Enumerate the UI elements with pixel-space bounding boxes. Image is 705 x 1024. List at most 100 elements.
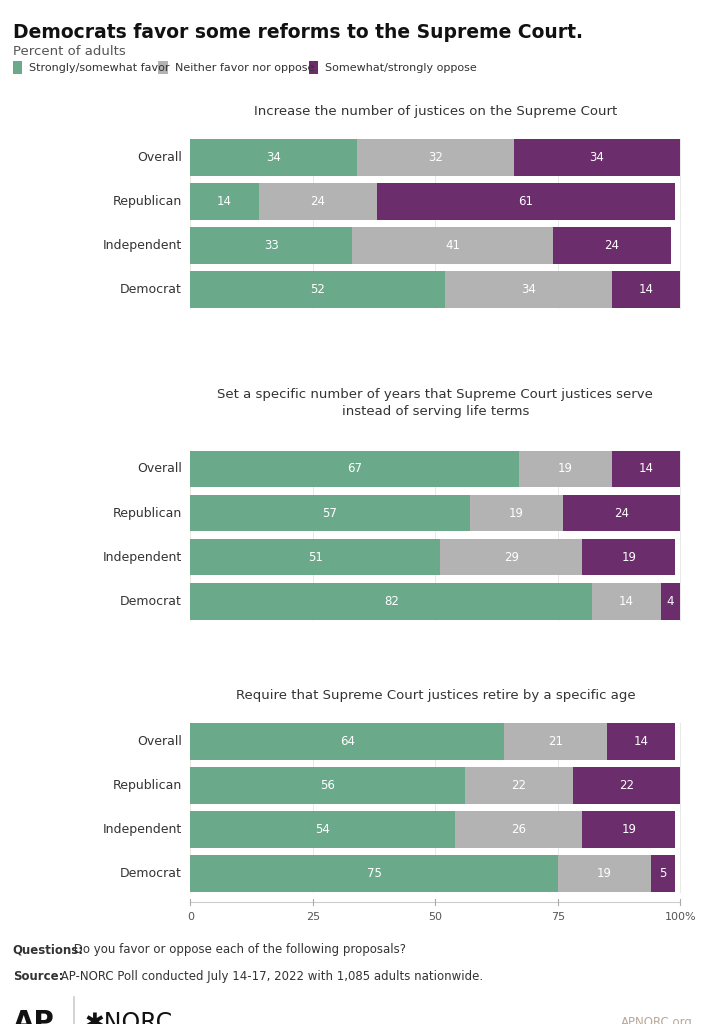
Text: Overall: Overall: [137, 735, 182, 748]
Text: 19: 19: [621, 551, 637, 563]
Bar: [376, 183, 675, 220]
Text: Set a specific number of years that Supreme Court justices serve
instead of serv: Set a specific number of years that Supr…: [217, 388, 654, 419]
Bar: [357, 139, 514, 176]
Text: 75: 75: [367, 867, 381, 880]
Text: Republican: Republican: [113, 779, 182, 792]
Text: Republican: Republican: [113, 507, 182, 519]
Bar: [190, 451, 519, 487]
Text: 0: 0: [187, 912, 194, 923]
Bar: [190, 767, 465, 804]
Text: 75: 75: [551, 912, 565, 923]
Bar: [651, 855, 675, 892]
Bar: [572, 767, 680, 804]
Text: 19: 19: [558, 463, 572, 475]
Text: 24: 24: [604, 240, 619, 252]
Text: 26: 26: [511, 823, 526, 836]
Text: 54: 54: [315, 823, 330, 836]
Bar: [352, 227, 553, 264]
Text: Increase the number of justices on the Supreme Court: Increase the number of justices on the S…: [254, 105, 617, 118]
Text: 21: 21: [548, 735, 563, 748]
Text: AP: AP: [13, 1009, 54, 1024]
Text: 14: 14: [639, 284, 654, 296]
Text: Independent: Independent: [103, 823, 182, 836]
Text: 22: 22: [511, 779, 526, 792]
Bar: [465, 767, 572, 804]
Text: 67: 67: [347, 463, 362, 475]
Bar: [661, 583, 680, 620]
Text: 34: 34: [589, 152, 604, 164]
Text: Questions:: Questions:: [13, 943, 84, 956]
Text: 29: 29: [504, 551, 519, 563]
Text: 19: 19: [509, 507, 524, 519]
Text: 64: 64: [340, 735, 355, 748]
Text: 14: 14: [639, 463, 654, 475]
Bar: [612, 451, 680, 487]
Text: 34: 34: [266, 152, 281, 164]
Text: 57: 57: [323, 507, 338, 519]
Bar: [514, 139, 680, 176]
Bar: [190, 811, 455, 848]
Text: 51: 51: [308, 551, 323, 563]
Bar: [259, 183, 376, 220]
Bar: [159, 60, 168, 74]
Bar: [190, 495, 470, 531]
Bar: [470, 495, 563, 531]
Text: 52: 52: [310, 284, 325, 296]
Text: 14: 14: [217, 196, 232, 208]
Bar: [612, 271, 680, 308]
Text: 14: 14: [619, 595, 634, 607]
Text: 22: 22: [619, 779, 634, 792]
Bar: [582, 811, 675, 848]
Text: 5: 5: [659, 867, 667, 880]
Bar: [563, 495, 680, 531]
Bar: [519, 451, 612, 487]
Text: ✱NORC: ✱NORC: [85, 1011, 173, 1024]
Text: 50: 50: [429, 912, 442, 923]
Text: Democrats favor some reforms to the Supreme Court.: Democrats favor some reforms to the Supr…: [13, 23, 583, 42]
Text: 32: 32: [428, 152, 443, 164]
Bar: [309, 60, 318, 74]
Bar: [13, 60, 22, 74]
Bar: [190, 183, 259, 220]
Text: Independent: Independent: [103, 240, 182, 252]
Bar: [558, 855, 651, 892]
Text: Overall: Overall: [137, 152, 182, 164]
Text: 4: 4: [667, 595, 674, 607]
Text: 82: 82: [384, 595, 398, 607]
Bar: [553, 227, 670, 264]
Text: 100%: 100%: [665, 912, 696, 923]
Text: 19: 19: [621, 823, 637, 836]
Bar: [190, 227, 352, 264]
Text: Democrat: Democrat: [120, 595, 182, 607]
Text: 56: 56: [320, 779, 335, 792]
Text: Strongly/somewhat favor: Strongly/somewhat favor: [29, 62, 169, 73]
Bar: [592, 583, 661, 620]
Text: 34: 34: [521, 284, 536, 296]
Text: 19: 19: [597, 867, 612, 880]
Bar: [504, 723, 607, 760]
Text: Require that Supreme Court justices retire by a specific age: Require that Supreme Court justices reti…: [235, 689, 635, 701]
Bar: [190, 855, 558, 892]
Text: Republican: Republican: [113, 196, 182, 208]
Bar: [190, 139, 357, 176]
Bar: [190, 583, 592, 620]
Text: 14: 14: [634, 735, 649, 748]
Text: 24: 24: [614, 507, 629, 519]
Text: Somewhat/strongly oppose: Somewhat/strongly oppose: [325, 62, 477, 73]
Text: APNORC.org: APNORC.org: [620, 1017, 692, 1024]
Bar: [190, 271, 445, 308]
Bar: [445, 271, 612, 308]
Text: Independent: Independent: [103, 551, 182, 563]
Text: Percent of adults: Percent of adults: [13, 45, 125, 58]
Text: 61: 61: [518, 196, 534, 208]
Text: Democrat: Democrat: [120, 867, 182, 880]
Bar: [455, 811, 582, 848]
Text: 33: 33: [264, 240, 278, 252]
Bar: [607, 723, 675, 760]
Bar: [582, 539, 675, 575]
Text: Overall: Overall: [137, 463, 182, 475]
Bar: [190, 539, 440, 575]
Text: 41: 41: [445, 240, 460, 252]
Text: Neither favor nor oppose: Neither favor nor oppose: [175, 62, 314, 73]
Text: Do you favor or oppose each of the following proposals?: Do you favor or oppose each of the follo…: [70, 943, 407, 956]
